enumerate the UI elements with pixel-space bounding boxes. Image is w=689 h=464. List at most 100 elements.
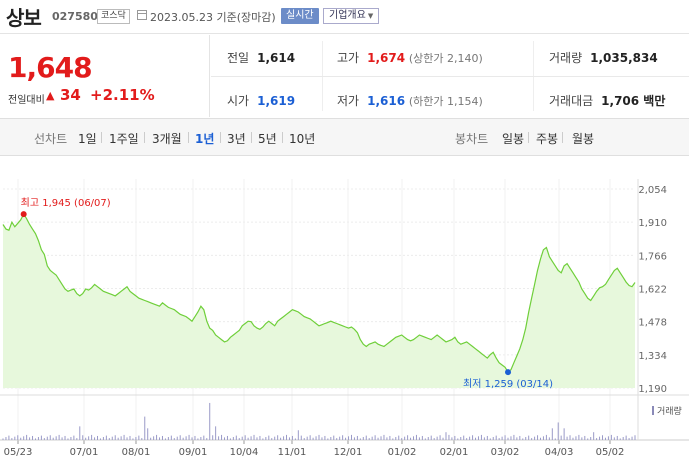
y-tick-label: 1,190	[638, 384, 667, 395]
volume-bar	[622, 437, 624, 440]
volume-bar	[483, 437, 485, 440]
candle-monthly[interactable]: 월봉	[572, 132, 595, 146]
calendar-icon	[137, 10, 147, 20]
volume-bar	[413, 436, 415, 440]
volume-bar	[542, 436, 544, 440]
period-10y[interactable]: 10년	[289, 132, 316, 146]
min-point-marker	[505, 369, 512, 376]
period-1y[interactable]: 1년	[195, 132, 215, 146]
price-chart[interactable]: 2,054 1,910 1,766 1,622 1,478 1,334 1,190 05/23…	[0, 157, 689, 464]
volume-bar	[569, 435, 571, 440]
volume-bar	[111, 436, 113, 440]
volume-bar	[126, 437, 128, 440]
stat-label: 시가	[227, 94, 250, 108]
period-1w[interactable]: 1주일	[109, 132, 139, 146]
volume-bar	[114, 435, 116, 440]
volume-bar	[37, 437, 39, 440]
volume-bar	[557, 422, 559, 440]
x-tick-label: 07/01	[70, 447, 99, 458]
volume-bar	[631, 436, 633, 440]
volume-bar	[85, 437, 87, 440]
period-3m[interactable]: 3개월	[152, 132, 182, 146]
candle-weekly[interactable]: 주봉	[536, 132, 559, 146]
volume-bar	[539, 437, 541, 440]
candle-daily[interactable]: 일봉	[502, 132, 525, 146]
volume-bar	[486, 435, 488, 440]
volume-bar	[528, 435, 530, 440]
volume-bar	[318, 434, 320, 440]
volume-bar	[94, 437, 96, 440]
volume-bar	[147, 428, 149, 440]
volume-bar	[274, 436, 276, 440]
toolbar-separator	[188, 132, 189, 143]
volume-bar	[407, 435, 409, 440]
volume-bar	[392, 438, 394, 440]
period-5y[interactable]: 5년	[258, 132, 277, 146]
volume-bar	[102, 437, 104, 440]
volume-bar	[88, 436, 90, 440]
period-3y[interactable]: 3년	[227, 132, 246, 146]
volume-bar	[350, 434, 352, 440]
volume-bar	[578, 434, 580, 440]
y-tick-label: 1,910	[638, 218, 667, 229]
volume-bar	[510, 436, 512, 440]
volume-bar	[401, 438, 403, 440]
volume-bar	[173, 438, 175, 440]
x-tick-label: 12/01	[334, 447, 363, 458]
volume-bar	[229, 438, 231, 440]
volume-bar	[472, 435, 474, 440]
stat-label: 거래대금	[549, 94, 594, 108]
volume-bar	[575, 436, 577, 440]
volume-bar	[64, 435, 66, 440]
current-price: 1,648	[8, 51, 93, 84]
x-tick-label: 08/01	[122, 447, 151, 458]
volume-bar	[336, 438, 338, 440]
x-tick-label: 01/02	[388, 447, 417, 458]
volume-bar	[218, 436, 220, 440]
volume-bar	[348, 436, 350, 440]
volume-bar	[11, 438, 13, 440]
x-tick-label: 11/01	[278, 447, 307, 458]
volume-bar	[602, 435, 604, 440]
volume-bar	[433, 438, 435, 440]
volume-bar	[238, 438, 240, 440]
volume-bar	[628, 438, 630, 440]
volume-bar	[182, 437, 184, 440]
period-1d[interactable]: 1일	[78, 132, 97, 146]
volume-bar	[504, 435, 506, 440]
volume-bar	[129, 435, 131, 440]
volume-bar	[475, 437, 477, 440]
stat-value: 1,674	[367, 51, 406, 65]
change-percent: +2.11%	[90, 86, 155, 104]
volume-bar	[20, 437, 22, 440]
y-tick-label: 1,334	[638, 351, 667, 362]
volume-bar	[188, 434, 190, 440]
volume-bar	[179, 435, 181, 440]
volume-bar	[436, 436, 438, 440]
price-stats: 전일 1,614 고가 1,674 (상한가 2,140) 거래량 1,035,834…	[211, 35, 689, 117]
volume-bar	[61, 437, 63, 440]
stat-label: 거래량	[549, 51, 583, 65]
company-overview-button[interactable]: 기업개요 ▼	[323, 8, 380, 24]
volume-bar	[55, 436, 57, 440]
volume-bar	[554, 438, 556, 440]
volume-bar	[333, 435, 335, 440]
price-chart-svg: 2,054 1,910 1,766 1,622 1,478 1,334 1,190 05/23…	[0, 157, 689, 464]
volume-bar	[395, 437, 397, 440]
volume-bar	[283, 436, 285, 440]
volume-bar	[194, 435, 196, 440]
up-triangle-icon: ▲	[46, 89, 55, 102]
volume-bar	[584, 435, 586, 440]
volume-bar	[380, 436, 382, 440]
volume-bar	[79, 426, 81, 440]
realtime-button[interactable]: 실시간	[281, 8, 319, 24]
min-annotation: 최저 1,259 (03/14)	[463, 378, 553, 390]
volume-bar	[161, 435, 163, 440]
volume-bar	[144, 416, 146, 440]
volume-bar	[215, 426, 217, 440]
volume-bar	[356, 435, 358, 440]
volume-bar	[221, 434, 223, 440]
volume-bar	[34, 438, 36, 440]
volume-bar	[46, 436, 48, 440]
volume-bar	[8, 435, 10, 440]
